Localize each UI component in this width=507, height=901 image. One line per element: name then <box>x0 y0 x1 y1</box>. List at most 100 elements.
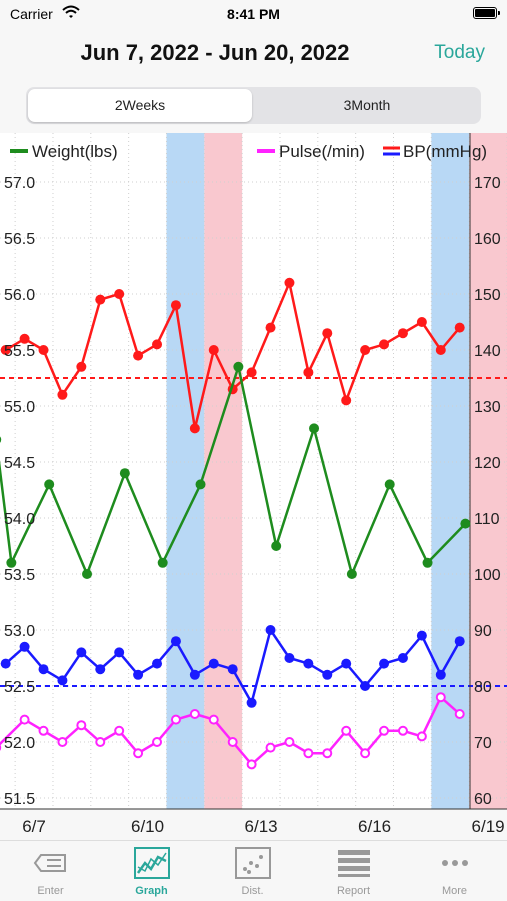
enter-icon <box>33 847 69 879</box>
data-point <box>398 653 408 663</box>
right-tick-label: 150 <box>474 287 501 304</box>
data-point <box>303 367 313 377</box>
tab-report-label: Report <box>303 885 404 897</box>
status-bar: Carrier 8:41 PM <box>0 0 507 30</box>
data-point <box>40 727 48 735</box>
data-point <box>267 744 275 752</box>
data-point <box>114 647 124 657</box>
x-tick-label: 6/19 <box>472 817 505 836</box>
tab-bar: Enter Graph Dist. Report More <box>0 840 507 900</box>
data-point <box>247 698 257 708</box>
x-tick-label: 6/16 <box>358 817 391 836</box>
data-point <box>304 749 312 757</box>
data-point <box>233 362 243 372</box>
data-point <box>417 631 427 641</box>
left-tick-label: 51.5 <box>4 791 35 808</box>
data-point <box>303 659 313 669</box>
data-point <box>360 345 370 355</box>
data-point <box>96 738 104 746</box>
battery-icon <box>473 7 497 19</box>
plot-background <box>0 133 507 809</box>
range-segmented-control: 2Weeks 3Month <box>26 87 481 124</box>
right-tick-label: 80 <box>474 679 492 696</box>
right-tick-label: 160 <box>474 231 501 248</box>
data-point <box>323 749 331 757</box>
data-point <box>398 328 408 338</box>
data-point <box>171 636 181 646</box>
data-point <box>322 328 332 338</box>
segment-2weeks[interactable]: 2Weeks <box>28 89 252 122</box>
data-point <box>95 295 105 305</box>
data-point <box>171 300 181 310</box>
graph-icon <box>134 847 170 879</box>
data-point <box>455 636 465 646</box>
data-point <box>172 716 180 724</box>
data-point <box>210 716 218 724</box>
data-point <box>191 710 199 718</box>
data-point <box>44 479 54 489</box>
clock: 8:41 PM <box>0 6 507 22</box>
data-point <box>456 710 464 718</box>
right-tick-label: 60 <box>474 791 492 808</box>
distribution-icon <box>235 847 271 879</box>
right-tick-label: 120 <box>474 455 501 472</box>
data-point <box>57 390 67 400</box>
data-point <box>460 519 470 529</box>
data-point <box>284 278 294 288</box>
data-point <box>196 479 206 489</box>
data-point <box>342 727 350 735</box>
data-point <box>423 558 433 568</box>
data-point <box>39 345 49 355</box>
tab-report[interactable]: Report <box>303 841 404 901</box>
data-point <box>57 675 67 685</box>
data-point <box>20 642 30 652</box>
data-point <box>380 727 388 735</box>
data-point <box>309 423 319 433</box>
today-button[interactable]: Today <box>434 42 485 64</box>
data-point <box>271 541 281 551</box>
left-tick-label: 54.0 <box>4 511 35 528</box>
right-tick-label: 170 <box>474 175 501 192</box>
data-point <box>341 395 351 405</box>
left-tick-label: 57.0 <box>4 175 35 192</box>
data-point <box>418 732 426 740</box>
data-point <box>1 659 11 669</box>
data-point <box>347 569 357 579</box>
right-tick-label: 100 <box>474 567 501 584</box>
data-point <box>39 664 49 674</box>
tab-dist[interactable]: Dist. <box>202 841 303 901</box>
data-point <box>247 367 257 377</box>
data-point <box>134 749 142 757</box>
data-point <box>360 681 370 691</box>
tab-enter[interactable]: Enter <box>0 841 101 901</box>
data-point <box>417 317 427 327</box>
data-point <box>133 351 143 361</box>
legend-weight-label: Weight(lbs) <box>32 142 118 161</box>
data-point <box>385 479 395 489</box>
tab-graph-label: Graph <box>101 885 202 897</box>
data-point <box>266 625 276 635</box>
tab-graph[interactable]: Graph <box>101 841 202 901</box>
tab-enter-label: Enter <box>0 885 101 897</box>
more-icon <box>437 847 473 879</box>
tab-more[interactable]: More <box>404 841 505 901</box>
data-point <box>341 659 351 669</box>
data-point <box>209 659 219 669</box>
data-point <box>228 664 238 674</box>
legend-pulse-label: Pulse(/min) <box>279 142 365 161</box>
data-point <box>379 659 389 669</box>
right-tick-label: 140 <box>474 343 501 360</box>
data-point <box>322 670 332 680</box>
right-tick-label: 130 <box>474 399 501 416</box>
highlight-band-1 <box>204 133 242 809</box>
health-chart: 57.056.556.055.555.054.554.053.553.052.5… <box>0 133 507 840</box>
tab-dist-label: Dist. <box>202 885 303 897</box>
left-tick-label: 55.5 <box>4 343 35 360</box>
data-point <box>115 727 123 735</box>
highlight-band-0 <box>166 133 204 809</box>
left-tick-label: 52.0 <box>4 735 35 752</box>
data-point <box>436 345 446 355</box>
data-point <box>248 760 256 768</box>
segment-3month[interactable]: 3Month <box>255 89 479 122</box>
